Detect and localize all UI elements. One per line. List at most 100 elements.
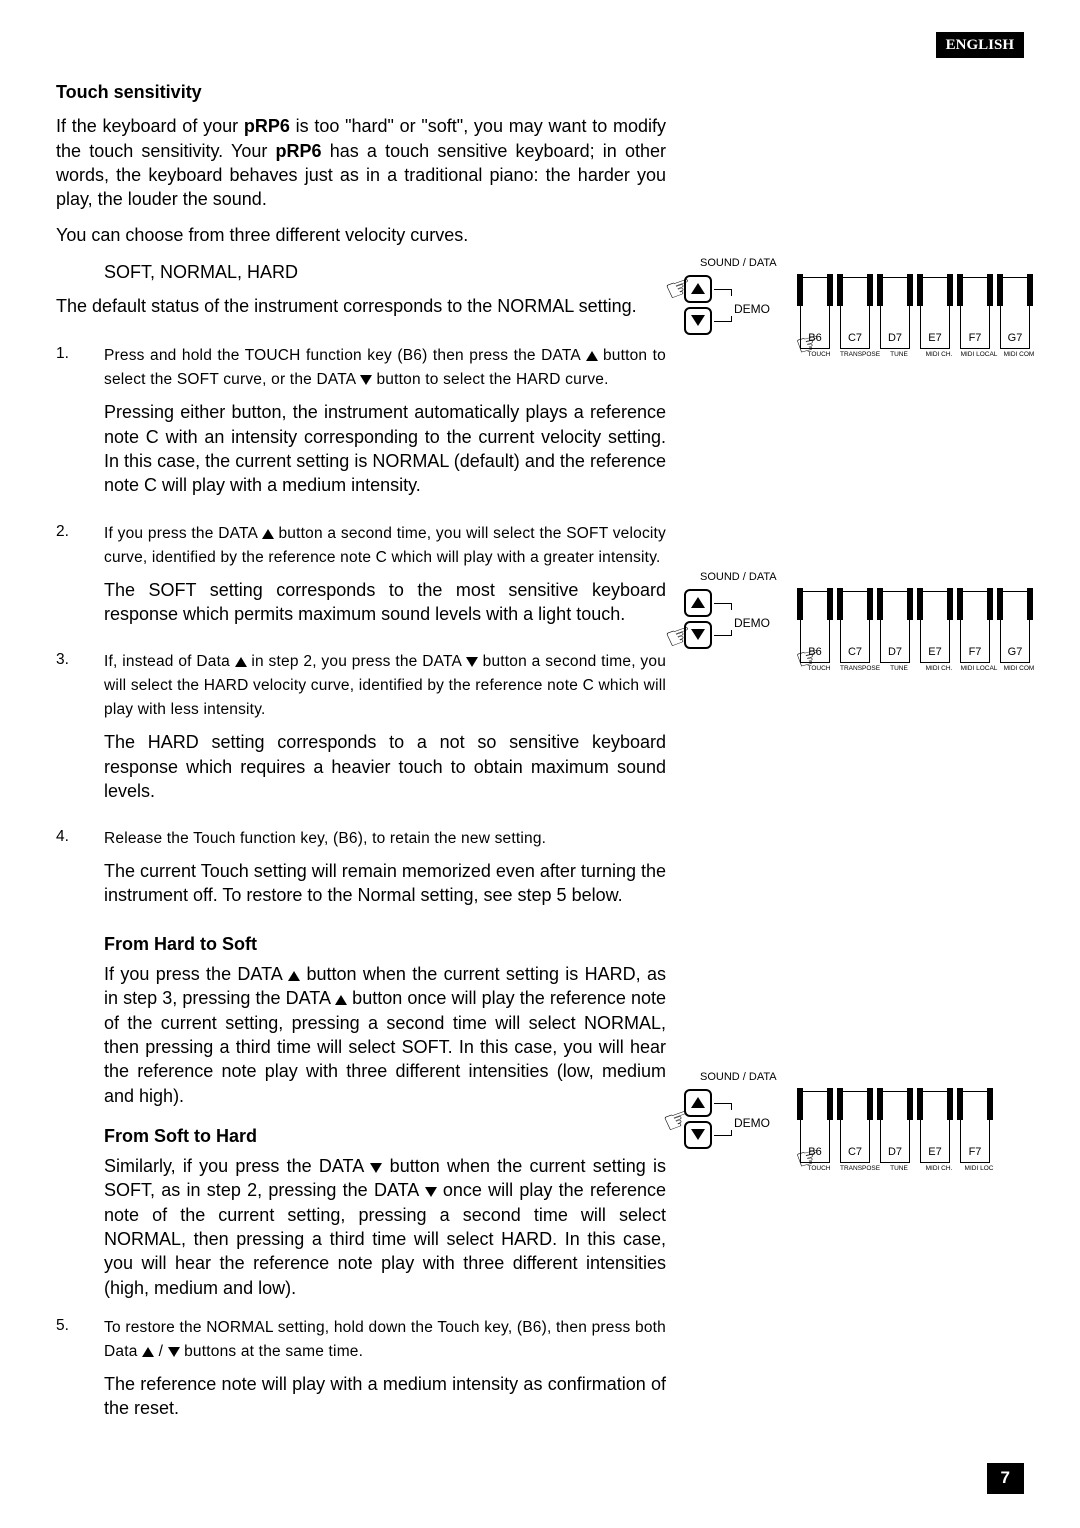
triangle-up-icon bbox=[262, 529, 274, 539]
soft-to-hard-paragraph: Similarly, if you press the DATA button … bbox=[104, 1154, 666, 1300]
triangle-down-icon bbox=[168, 1347, 180, 1357]
key: E7 bbox=[920, 591, 950, 663]
step-4-instruction: Release the Touch function key, (B6), to… bbox=[104, 827, 666, 851]
text: Press and hold the TOUCH function key (B… bbox=[104, 347, 586, 364]
text: If you press the DATA bbox=[104, 964, 288, 984]
heading-hard-to-soft: From Hard to Soft bbox=[104, 932, 666, 956]
page-number: 7 bbox=[987, 1463, 1024, 1494]
func-label: MIDI LOCAL bbox=[960, 351, 998, 360]
demo-label: DEMO bbox=[734, 1089, 792, 1131]
func-label: TOUCH bbox=[800, 351, 838, 360]
text: in step 2, you press the DATA bbox=[247, 653, 466, 670]
triangle-down-icon bbox=[466, 657, 478, 667]
main-content: Touch sensitivity If the keyboard of you… bbox=[56, 80, 666, 1427]
func-label: TOUCH bbox=[800, 665, 838, 674]
step-3: 3. If, instead of Data in step 2, you pr… bbox=[56, 650, 666, 809]
step-1: 1. Press and hold the TOUCH function key… bbox=[56, 344, 666, 503]
step-number: 4. bbox=[56, 827, 104, 914]
data-buttons: ☞ bbox=[684, 1089, 726, 1153]
default-paragraph: The default status of the instrument cor… bbox=[56, 294, 666, 318]
diagram-step1: SOUND / DATA ☞ DEMO B6 C7 D7 E7 F7 G7 ☞ … bbox=[684, 256, 1064, 349]
step-3-instruction: If, instead of Data in step 2, you press… bbox=[104, 650, 666, 722]
func-label: MIDI CH. bbox=[920, 351, 958, 360]
demo-label: DEMO bbox=[734, 589, 792, 631]
key: F7 bbox=[960, 591, 990, 663]
key: F7 bbox=[960, 1091, 990, 1163]
func-label: MIDI CH. bbox=[920, 1165, 958, 1174]
heading-soft-to-hard: From Soft to Hard bbox=[104, 1124, 666, 1148]
step-3-explanation: The HARD setting corresponds to a not so… bbox=[104, 730, 666, 803]
step-number: 1. bbox=[56, 344, 104, 503]
hard-to-soft-paragraph: If you press the DATA button when the cu… bbox=[104, 962, 666, 1108]
func-label: MIDI COM bbox=[1000, 665, 1038, 674]
step-1-instruction: Press and hold the TOUCH function key (B… bbox=[104, 344, 666, 392]
diagram-step5: SOUND / DATA ☞ DEMO B6 C7 D7 E7 F7 ☞ TOU… bbox=[684, 1070, 1064, 1163]
keyboard-diagram: B6 C7 D7 E7 F7 ☞ TOUCH TRANSPOSE TUNE MI… bbox=[800, 1089, 990, 1163]
keyboard-diagram: B6 C7 D7 E7 F7 G7 ☞ TOUCH TRANSPOSE TUNE… bbox=[800, 275, 1030, 349]
function-labels: TOUCH TRANSPOSE TUNE MIDI CH. MIDI LOCAL… bbox=[800, 351, 1038, 360]
step-5: 5. To restore the NORMAL setting, hold d… bbox=[56, 1316, 666, 1427]
data-down-button bbox=[684, 307, 712, 335]
steps-list-cont: 5. To restore the NORMAL setting, hold d… bbox=[56, 1316, 666, 1427]
model-name: pRP6 bbox=[244, 116, 290, 136]
heading-touch-sensitivity: Touch sensitivity bbox=[56, 80, 666, 104]
key: D7 bbox=[880, 591, 910, 663]
data-buttons: ☞ bbox=[684, 275, 726, 339]
key: C7 bbox=[840, 277, 870, 349]
demo-label: DEMO bbox=[734, 275, 792, 317]
text: If, instead of Data bbox=[104, 653, 235, 670]
key: G7 bbox=[1000, 591, 1030, 663]
velocity-choices: SOFT, NORMAL, HARD bbox=[104, 260, 666, 284]
key: D7 bbox=[880, 277, 910, 349]
choose-paragraph: You can choose from three different velo… bbox=[56, 223, 666, 247]
key: E7 bbox=[920, 1091, 950, 1163]
keyboard-diagram: B6 C7 D7 E7 F7 G7 ☞ TOUCH TRANSPOSE TUNE… bbox=[800, 589, 1030, 663]
func-label: TUNE bbox=[880, 1165, 918, 1174]
function-labels: TOUCH TRANSPOSE TUNE MIDI CH. MIDI LOCAL… bbox=[800, 665, 1038, 674]
key: F7 bbox=[960, 277, 990, 349]
steps-list: 1. Press and hold the TOUCH function key… bbox=[56, 344, 666, 913]
step-5-explanation: The reference note will play with a medi… bbox=[104, 1372, 666, 1421]
step-number: 5. bbox=[56, 1316, 104, 1427]
key: C7 bbox=[840, 1091, 870, 1163]
triangle-up-icon bbox=[235, 657, 247, 667]
func-label: MIDI LOC bbox=[960, 1165, 998, 1174]
data-down-button bbox=[684, 1121, 712, 1149]
step-2-instruction: If you press the DATA button a second ti… bbox=[104, 522, 666, 570]
step-number: 2. bbox=[56, 522, 104, 633]
step-2-explanation: The SOFT setting corresponds to the most… bbox=[104, 578, 666, 627]
func-label: TRANSPOSE bbox=[840, 1165, 878, 1174]
func-label: TOUCH bbox=[800, 1165, 838, 1174]
triangle-down-icon bbox=[360, 375, 372, 385]
function-labels: TOUCH TRANSPOSE TUNE MIDI CH. MIDI LOC bbox=[800, 1165, 998, 1174]
triangle-up-icon bbox=[142, 1347, 154, 1357]
step-5-instruction: To restore the NORMAL setting, hold down… bbox=[104, 1316, 666, 1364]
key: C7 bbox=[840, 591, 870, 663]
sound-data-label: SOUND / DATA bbox=[700, 570, 1064, 585]
data-buttons: ☞ bbox=[684, 589, 726, 653]
text: button to select the HARD curve. bbox=[372, 371, 609, 388]
func-label: MIDI CH. bbox=[920, 665, 958, 674]
step-4: 4. Release the Touch function key, (B6),… bbox=[56, 827, 666, 914]
func-label: MIDI LOCAL bbox=[960, 665, 998, 674]
data-down-button bbox=[684, 621, 712, 649]
func-label: TUNE bbox=[880, 665, 918, 674]
data-up-button bbox=[684, 275, 712, 303]
triangle-up-icon bbox=[335, 995, 347, 1005]
triangle-down-icon bbox=[370, 1163, 382, 1173]
triangle-down-icon bbox=[425, 1187, 437, 1197]
text: / bbox=[154, 1343, 168, 1360]
triangle-up-icon bbox=[288, 971, 300, 981]
text: If you press the DATA bbox=[104, 525, 262, 542]
step-1-explanation: Pressing either button, the instrument a… bbox=[104, 400, 666, 497]
func-label: TRANSPOSE bbox=[840, 665, 878, 674]
key: D7 bbox=[880, 1091, 910, 1163]
triangle-up-icon bbox=[586, 351, 598, 361]
text: Similarly, if you press the DATA bbox=[104, 1156, 370, 1176]
language-badge: ENGLISH bbox=[936, 32, 1024, 58]
sound-data-label: SOUND / DATA bbox=[700, 1070, 1064, 1085]
data-up-button bbox=[684, 1089, 712, 1117]
data-up-button bbox=[684, 589, 712, 617]
step-number: 3. bbox=[56, 650, 104, 809]
step-2: 2. If you press the DATA button a second… bbox=[56, 522, 666, 633]
